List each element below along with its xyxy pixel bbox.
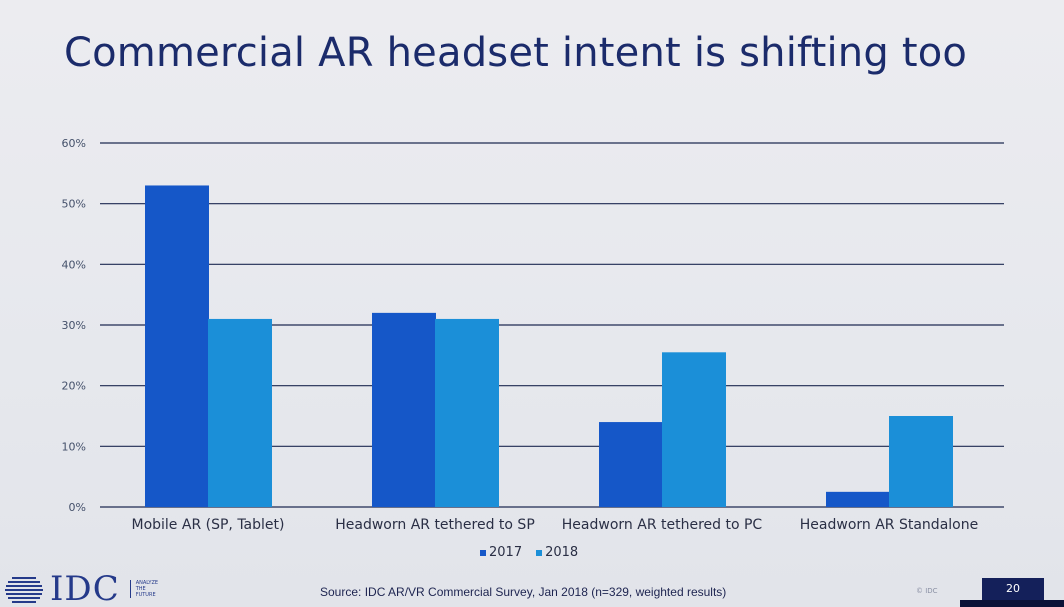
idc-logo: IDC ANALYZE THE FUTURE [4,569,158,607]
legend-label-2018: 2018 [545,545,579,560]
bar-2018-2 [435,318,499,507]
y-tick-label: 10% [62,440,86,453]
bar-2017-1 [145,185,209,507]
bars [145,185,953,507]
page-number: 20 [982,578,1044,600]
category-label: Mobile AR (SP, Tablet) [132,517,285,533]
bar-2017-3 [599,422,663,507]
legend-item-2017: 2017 [480,545,522,560]
y-tick-label: 50% [62,198,86,211]
legend-swatch-2017 [480,549,486,556]
bar-2018-1 [208,318,272,507]
category-label: Headworn AR tethered to SP [335,517,535,533]
legend-swatch-2018 [536,549,543,556]
bar-2018-3 [662,352,726,507]
bar-2018-4 [889,416,953,507]
y-tick-label: 60% [62,137,86,150]
logo-text: IDC [50,569,120,607]
bottom-strip [960,600,1064,607]
y-tick-label: 0% [69,501,86,514]
logo-tagline: ANALYZE THE FUTURE [129,580,158,598]
bar-2017-4 [826,491,890,507]
legend-item-2018: 2018 [536,545,578,560]
y-tick-label: 40% [62,258,86,271]
y-tick-label: 30% [62,319,86,332]
globe-icon [5,577,43,603]
category-labels: Mobile AR (SP, Tablet) Headworn AR tether… [132,517,979,533]
category-label: Headworn AR Standalone [800,517,978,533]
source-note: Source: IDC AR/VR Commercial Survey, Jan… [320,585,727,599]
y-axis-ticks: 0% 10% 20% 30% 40% 50% 60% [62,137,86,514]
bar-2017-2 [372,312,436,507]
category-label: Headworn AR tethered to PC [562,517,763,533]
y-tick-label: 20% [62,380,86,393]
slide-title: Commercial AR headset intent is shifting… [64,30,968,76]
legend-label-2017: 2017 [489,545,523,560]
copyright: © IDC [916,587,938,595]
legend: 2017 2018 [480,545,578,560]
